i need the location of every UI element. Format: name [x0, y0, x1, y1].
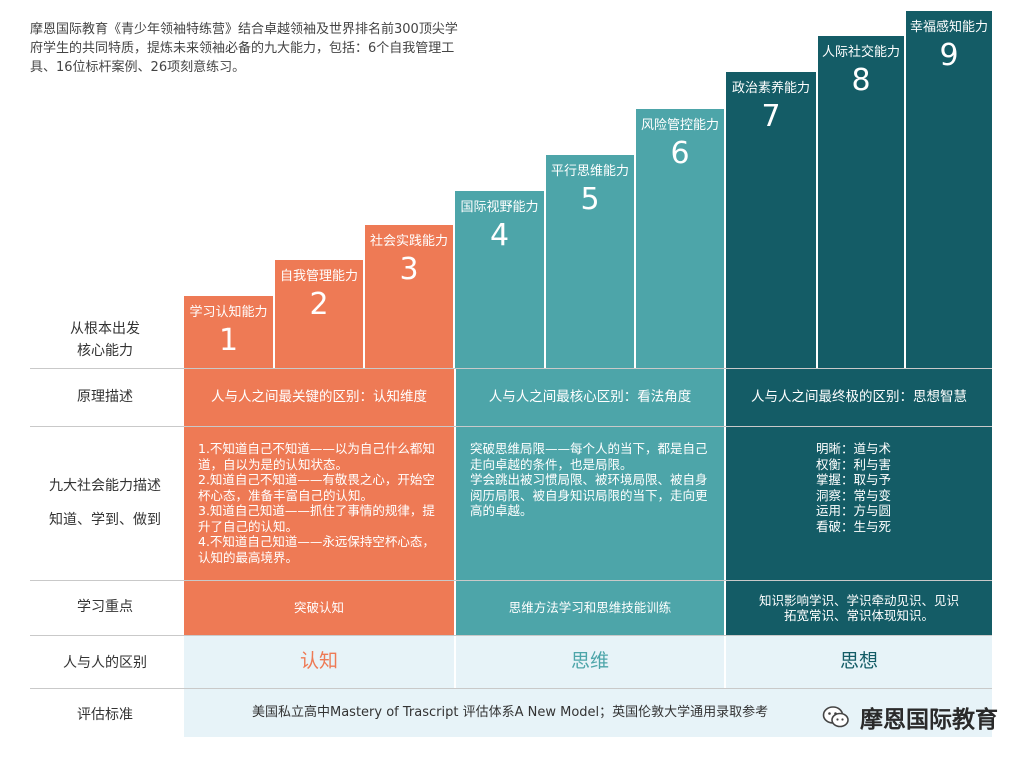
description-cell-thinking: 突破思维局限——每个人的当下，都是自己走向卓越的条件，也是局限。 学会跳出被习惯局…: [456, 427, 724, 580]
description-item: 洞察：常与变: [816, 487, 892, 503]
difference-cell-wisdom: 思想: [726, 636, 992, 688]
focus-cell-thinking: 思维方法学习和思维技能训练: [456, 581, 724, 635]
description-item: 运用：方与圆: [816, 503, 892, 518]
description-item: 2.知道自己不知道——有敬畏之心，开始空杯心态，准备丰富自己的认知。: [198, 472, 435, 503]
ability-step-3: 社会实践能力 3: [365, 225, 453, 368]
difference-cell-cognition: 认知: [184, 636, 454, 688]
description-item: 1.不知道自己不知道——以为自己什么都知道，自以为是的认知状态。: [198, 441, 435, 472]
stairs-label-line1: 从根本出发: [70, 321, 140, 337]
row-divider: [30, 688, 992, 689]
standard-cell: 美国私立高中Mastery of Trascript 评估体系A New Mod…: [184, 689, 992, 737]
ability-number: 1: [218, 323, 239, 358]
description-row-label: 九大社会能力描述 知道、学到、做到: [30, 475, 180, 531]
ability-label: 社会实践能力: [369, 234, 448, 249]
ability-step-5: 平行思维能力 5: [546, 155, 634, 368]
principle-row-label: 原理描述: [77, 389, 133, 405]
principle-cell-wisdom: 人与人之间最终极的区别：思想智慧: [726, 369, 992, 426]
description-label-line1: 九大社会能力描述: [49, 478, 161, 494]
description-item: 掌握：取与予: [816, 472, 892, 487]
ability-number: 2: [309, 287, 329, 322]
row-divider: [30, 580, 992, 581]
intro-text: 摩恩国际教育《青少年领袖特练营》结合卓越领袖及世界排名前300顶尖学府学生的共同…: [30, 22, 458, 75]
row-divider: [30, 635, 992, 636]
ability-label: 风险管控能力: [640, 118, 719, 133]
ability-label: 国际视野能力: [460, 200, 539, 215]
ability-step-8: 人际社交能力 8: [818, 36, 904, 368]
ability-label: 平行思维能力: [550, 164, 629, 179]
focus-cell-wisdom: 知识影响学识、学识牵动见识、见识拓宽常识、常识体现知识。: [726, 581, 992, 635]
description-item: 权衡：利与害: [816, 456, 892, 472]
row-divider: [30, 426, 992, 427]
ability-label: 自我管理能力: [279, 269, 358, 284]
difference-row-label: 人与人的区别: [63, 655, 147, 671]
standard-row-label: 评估标准: [77, 707, 133, 723]
principle-cell-cognition: 人与人之间最关键的区别：认知维度: [184, 369, 454, 426]
ability-number: 5: [580, 182, 600, 217]
ability-label: 人际社交能力: [821, 45, 900, 60]
difference-cell-thinking: 思维: [456, 636, 724, 688]
description-label-line2: 知道、学到、做到: [49, 512, 161, 528]
ability-step-2: 自我管理能力 2: [275, 260, 363, 368]
description-item: 学会跳出被习惯局限、被环境局限、被自身阅历局限、被自身知识局限的当下，走向更高的…: [470, 472, 708, 518]
ability-step-7: 政治素养能力 7: [726, 72, 816, 368]
row-divider: [30, 368, 992, 369]
watermark: 摩恩国际教育: [822, 700, 998, 734]
ability-number: 7: [761, 99, 781, 134]
ability-step-4: 国际视野能力 4: [455, 191, 544, 368]
description-item: 明晰：道与术: [816, 441, 892, 456]
ability-number: 6: [670, 136, 690, 171]
description-item: 3.知道自己知道——抓住了事情的规律，提升了自己的认知。: [198, 503, 435, 534]
description-item: 4.不知道自己知道——永远保持空杯心态，认知的最高境界。: [198, 534, 435, 565]
focus-row-label: 学习重点: [77, 599, 133, 615]
stairs-row-label: 从根本出发 核心能力: [30, 318, 180, 362]
focus-cell-cognition: 突破认知: [184, 581, 454, 635]
description-cell-cognition: 1.不知道自己不知道——以为自己什么都知道，自以为是的认知状态。 2.知道自己不知…: [184, 427, 454, 580]
ability-step-6: 风险管控能力 6: [636, 109, 724, 368]
ability-label: 政治素养能力: [731, 81, 810, 96]
watermark-text: 摩恩国际教育: [860, 707, 998, 733]
ability-number: 3: [399, 252, 419, 287]
principle-cell-thinking: 人与人之间最核心区别：看法角度: [456, 369, 724, 426]
ability-label: 学习认知能力: [189, 305, 268, 320]
ability-number: 4: [489, 218, 510, 253]
ability-number: 9: [939, 38, 959, 73]
wechat-icon: [822, 706, 849, 728]
ability-label: 幸福感知能力: [909, 20, 988, 35]
ability-number: 8: [851, 63, 871, 98]
description-item: 看破：生与死: [816, 518, 892, 534]
stairs-label-line2: 核心能力: [77, 343, 133, 359]
description-cell-wisdom: 明晰：道与术 权衡：利与害 掌握：取与予 洞察：常与变 运用：方与圆 看破：生与死: [726, 427, 992, 580]
description-item: 突破思维局限——每个人的当下，都是自己走向卓越的条件，也是局限。: [470, 441, 708, 472]
ability-step-1: 学习认知能力 1: [184, 296, 273, 368]
ability-step-9: 幸福感知能力 9: [906, 11, 992, 368]
